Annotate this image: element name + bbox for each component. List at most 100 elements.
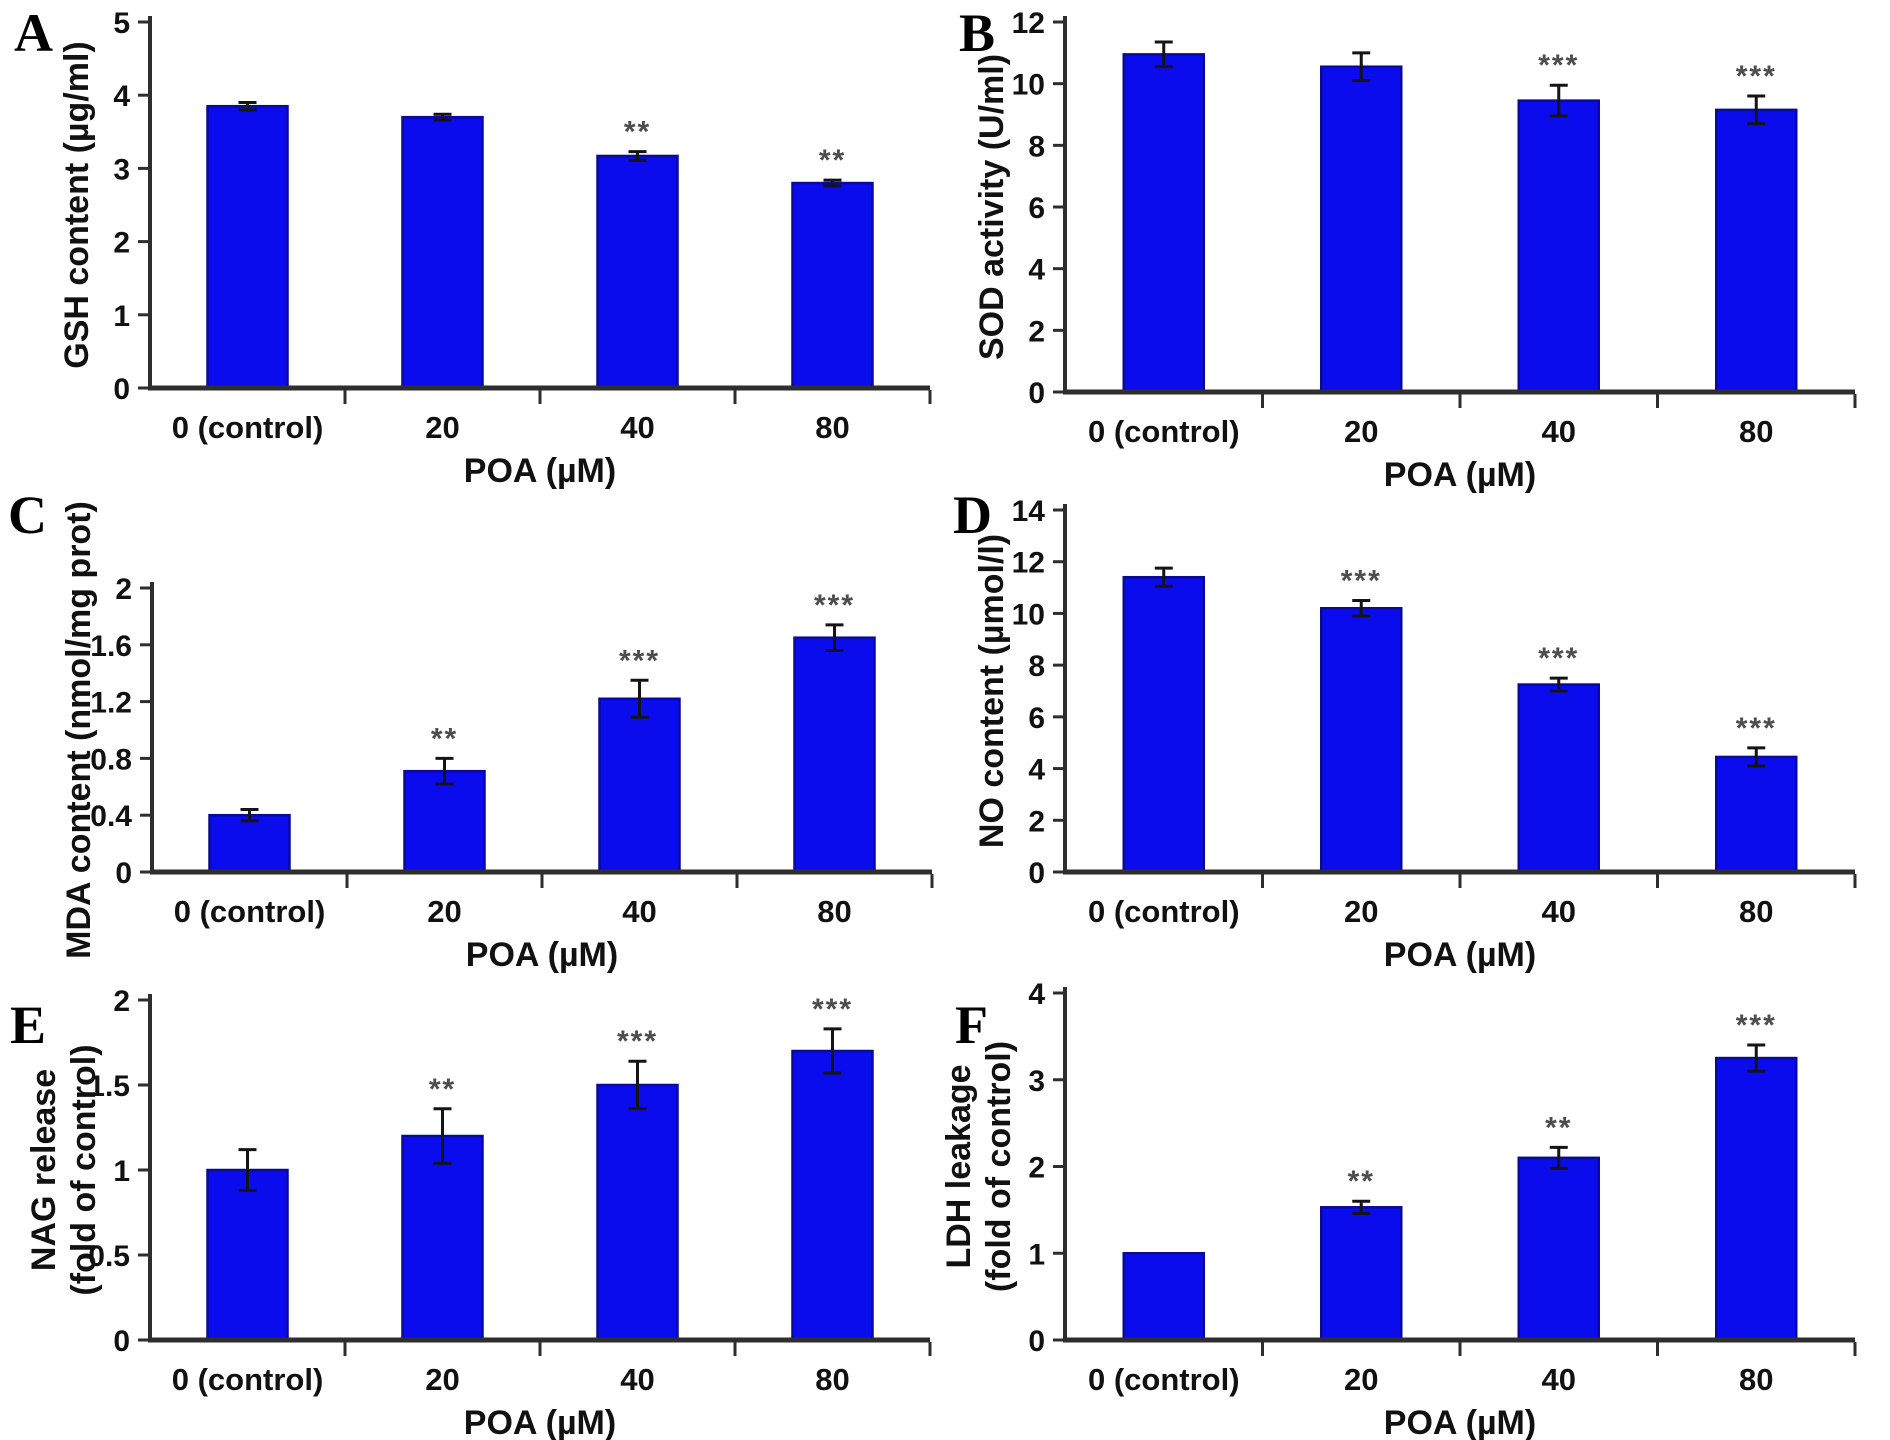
svg-text:0: 0 <box>113 373 130 406</box>
svg-text:***: *** <box>617 1025 658 1058</box>
svg-text:2: 2 <box>1028 1152 1045 1185</box>
svg-text:POA (µM): POA (µM) <box>466 936 618 974</box>
svg-text:20: 20 <box>1344 894 1378 929</box>
svg-text:10: 10 <box>1012 598 1045 631</box>
panel-nag-release: E 0 (control) ** 20 *** 40 *** 80 0 0.5 1 1.5 2 POA … <box>0 960 945 1440</box>
svg-text:20: 20 <box>1344 414 1378 449</box>
panel-mda-content: C 0 (control) ** 20 *** 40 *** 80 0 0.4 0.8 1.2 1.6… <box>0 470 945 974</box>
svg-text:**: ** <box>431 722 458 755</box>
svg-text:8: 8 <box>1028 650 1045 683</box>
svg-text:2: 2 <box>113 985 130 1018</box>
svg-text:6: 6 <box>1028 192 1045 225</box>
svg-text:NAG release: NAG release <box>25 1069 63 1271</box>
svg-text:1: 1 <box>113 300 130 333</box>
svg-text:2: 2 <box>1028 315 1045 348</box>
svg-text:NO content (µmol/l): NO content (µmol/l) <box>973 534 1011 848</box>
svg-text:80: 80 <box>815 410 849 445</box>
sod-activity-bar-chart: 0 (control) 20 *** 40 *** 80 0 2 4 6 8 10 12 POA (µM)… <box>973 7 1857 494</box>
panel-ldh-leakage: F 0 (control) ** 20 ** 40 *** 80 0 1 2 3 4 POA (µM) L… <box>940 960 1890 1440</box>
svg-text:***: *** <box>1538 49 1579 82</box>
svg-text:**: ** <box>1348 1165 1375 1198</box>
svg-text:6: 6 <box>1028 702 1045 735</box>
svg-text:4: 4 <box>113 80 130 113</box>
svg-text:80: 80 <box>1739 1362 1773 1397</box>
panel-letter-a: A <box>14 3 53 63</box>
svg-text:40: 40 <box>1542 894 1576 929</box>
svg-text:4: 4 <box>1028 978 1045 1011</box>
svg-text:4: 4 <box>1028 254 1045 287</box>
svg-text:0.8: 0.8 <box>90 743 132 776</box>
svg-text:0: 0 <box>113 1325 130 1358</box>
svg-text:0.5: 0.5 <box>88 1240 130 1273</box>
svg-text:0 (control): 0 (control) <box>172 1362 324 1397</box>
svg-text:3: 3 <box>113 153 130 186</box>
svg-text:**: ** <box>819 144 846 177</box>
mda-content-bar-chart: 0 (control) ** 20 *** 40 *** 80 0 0.4 0.8 1.2 1.6 2 P… <box>60 501 934 974</box>
svg-text:POA (µM): POA (µM) <box>464 1404 616 1440</box>
svg-text:20: 20 <box>425 1362 459 1397</box>
svg-text:**: ** <box>624 116 651 149</box>
svg-text:0: 0 <box>115 857 132 890</box>
svg-text:80: 80 <box>1739 414 1773 449</box>
panel-letter-e: E <box>10 995 47 1055</box>
svg-text:1.5: 1.5 <box>88 1070 130 1103</box>
svg-text:0.4: 0.4 <box>90 800 132 833</box>
svg-text:1: 1 <box>1028 1238 1045 1271</box>
panel-sod-activity: B 0 (control) 20 *** 40 *** 80 0 2 4 6 8 10 12 POA (µ… <box>945 0 1890 494</box>
svg-text:12: 12 <box>1012 547 1045 580</box>
svg-text:**: ** <box>429 1073 456 1106</box>
gsh-content-bar-chart: 0 (control) 20 ** 40 ** 80 0 1 2 3 4 5 POA (µM) GSH c… <box>58 7 932 490</box>
svg-text:1.2: 1.2 <box>90 687 132 720</box>
svg-text:0 (control): 0 (control) <box>1088 894 1240 929</box>
svg-text:0 (control): 0 (control) <box>1088 1362 1240 1397</box>
svg-text:40: 40 <box>622 894 656 929</box>
svg-text:20: 20 <box>425 410 459 445</box>
svg-text:40: 40 <box>620 410 654 445</box>
svg-text:POA (µM): POA (µM) <box>1384 936 1536 974</box>
svg-text:40: 40 <box>620 1362 654 1397</box>
svg-text:0: 0 <box>1028 857 1045 890</box>
svg-text:***: *** <box>1736 1009 1777 1042</box>
svg-text:(fold of control): (fold of control) <box>980 1041 1018 1292</box>
svg-text:2: 2 <box>115 573 132 606</box>
svg-text:8: 8 <box>1028 130 1045 163</box>
svg-text:POA (µM): POA (µM) <box>464 452 616 490</box>
svg-text:14: 14 <box>1012 495 1046 528</box>
svg-text:0: 0 <box>1028 377 1045 410</box>
svg-text:4: 4 <box>1028 754 1045 787</box>
svg-text:5: 5 <box>113 7 130 40</box>
svg-text:0 (control): 0 (control) <box>172 410 324 445</box>
svg-text:80: 80 <box>817 894 851 929</box>
svg-text:10: 10 <box>1012 69 1045 102</box>
nag-release-bar-chart: 0 (control) ** 20 *** 40 *** 80 0 0.5 1 1.5 2 POA (µ… <box>25 985 932 1440</box>
ldh-leakage-bar-chart: 0 (control) ** 20 ** 40 *** 80 0 1 2 3 4 POA (µM) LDH… <box>940 978 1857 1440</box>
svg-text:**: ** <box>1545 1111 1572 1144</box>
svg-text:POA (µM): POA (µM) <box>1384 1404 1536 1440</box>
svg-text:***: *** <box>814 589 855 622</box>
panel-gsh-content: A 0 (control) 20 ** 40 ** 80 0 1 2 3 4 5 POA (µM) GSH… <box>0 0 945 490</box>
panel-letter-f: F <box>955 995 988 1055</box>
no-content-bar-chart: 0 (control) *** 20 *** 40 *** 80 0 2 4 6 8 10 12 14 POA… <box>973 495 1857 974</box>
svg-text:(fold of control): (fold of control) <box>65 1044 103 1295</box>
svg-text:***: *** <box>1736 712 1777 745</box>
svg-text:LDH leakage: LDH leakage <box>940 1064 978 1268</box>
svg-text:3: 3 <box>1028 1065 1045 1098</box>
svg-text:80: 80 <box>1739 894 1773 929</box>
svg-text:20: 20 <box>427 894 461 929</box>
svg-text:12: 12 <box>1012 7 1045 40</box>
svg-text:0 (control): 0 (control) <box>1088 414 1240 449</box>
svg-text:MDA content (nmol/mg prot): MDA content (nmol/mg prot) <box>60 501 98 959</box>
svg-text:***: *** <box>812 993 853 1026</box>
svg-text:0 (control): 0 (control) <box>174 894 326 929</box>
panel-letter-d: D <box>953 485 992 545</box>
svg-text:SOD activity (U/ml): SOD activity (U/ml) <box>973 54 1011 360</box>
svg-text:40: 40 <box>1542 414 1576 449</box>
svg-text:1.6: 1.6 <box>90 630 132 663</box>
svg-text:2: 2 <box>1028 805 1045 838</box>
svg-text:***: *** <box>619 644 660 677</box>
svg-text:1: 1 <box>113 1155 130 1188</box>
svg-text:***: *** <box>1736 60 1777 93</box>
svg-text:80: 80 <box>815 1362 849 1397</box>
svg-text:***: *** <box>1341 565 1382 598</box>
